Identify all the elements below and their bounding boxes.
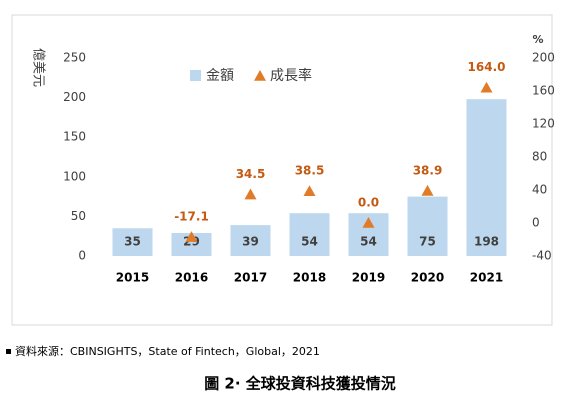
growth-value-label: 38.5 — [295, 164, 325, 178]
chart-frame — [11, 14, 553, 326]
growth-value-label: -17.1 — [174, 210, 209, 224]
y-tick-label: 150 — [63, 130, 86, 144]
y-tick-label: 100 — [63, 169, 86, 183]
growth-value-label: 0.0 — [358, 196, 379, 210]
y-tick-label: 50 — [71, 209, 86, 223]
y2-axis-label: % — [532, 33, 543, 46]
marker — [244, 188, 257, 200]
bar — [230, 225, 271, 256]
bar — [466, 99, 507, 257]
marker — [303, 185, 316, 197]
marker — [362, 217, 375, 228]
bar-value-label: 35 — [124, 235, 141, 249]
legend-swatch — [190, 70, 201, 81]
x-tick-label: 2021 — [470, 271, 503, 285]
figure-caption: 圖 2· 全球投資科技獲投情況 — [204, 375, 396, 393]
marker — [185, 231, 198, 242]
y-tick-label: 200 — [63, 90, 86, 104]
y2-tick-label: 200 — [532, 51, 555, 65]
x-tick-label: 2019 — [352, 271, 385, 285]
growth-value-label: 38.9 — [413, 163, 443, 177]
y2-tick-label: 120 — [532, 117, 555, 131]
x-tick-label: 2015 — [116, 271, 149, 285]
bar-value-label: 39 — [242, 235, 259, 249]
x-tick-label: 2016 — [175, 271, 208, 285]
bar — [171, 233, 212, 256]
source-note: 資料來源：CBINSIGHTS，State of Fintech，Global，… — [15, 344, 320, 358]
y2-tick-label: 0 — [532, 216, 540, 230]
bar-value-label: 54 — [360, 235, 377, 249]
y2-tick-label: -40 — [532, 249, 552, 263]
x-tick-label: 2017 — [234, 271, 267, 285]
marker — [421, 184, 434, 196]
y-tick-label: 0 — [78, 249, 86, 263]
bar — [289, 213, 330, 256]
bar-value-label: 198 — [474, 235, 499, 249]
bar — [112, 228, 153, 256]
marker — [480, 81, 493, 93]
legend-swatch — [254, 70, 266, 81]
y-tick-label: 250 — [63, 51, 86, 65]
legend-label: 金額 — [206, 68, 234, 84]
y2-tick-label: 160 — [532, 84, 555, 98]
y2-tick-label: 80 — [532, 150, 547, 164]
bullet — [6, 349, 11, 354]
bar-value-label: 75 — [419, 235, 436, 249]
growth-value-label: 164.0 — [468, 60, 506, 74]
y-axis-label: 億美元 — [31, 48, 47, 87]
bar-value-label: 54 — [301, 235, 318, 249]
growth-value-label: 34.5 — [236, 167, 266, 181]
bar — [407, 196, 448, 256]
x-tick-label: 2018 — [293, 271, 326, 285]
x-tick-label: 2020 — [411, 271, 444, 285]
legend-label: 成長率 — [270, 67, 312, 84]
y2-tick-label: 40 — [532, 183, 547, 197]
